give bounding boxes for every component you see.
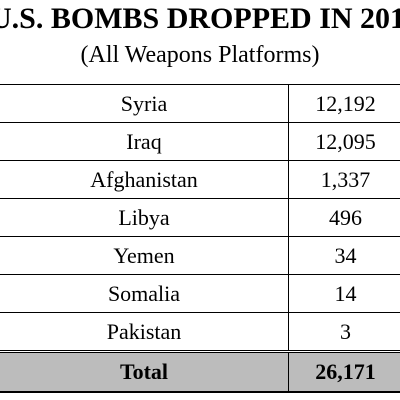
count-cell: 3 [288,312,400,352]
document-title: U.S. BOMBS DROPPED IN 2016 [0,2,400,35]
count-cell: 12,095 [288,122,400,161]
country-cell: Libya [0,198,289,237]
table-row: Yemen 34 [0,236,400,275]
table-row: Afghanistan 1,337 [0,160,400,199]
country-cell: Iraq [0,122,289,161]
total-row: Total 26,171 [0,350,400,393]
total-count-cell: 26,171 [288,350,400,393]
country-cell: Yemen [0,236,289,275]
table-row: Somalia 14 [0,274,400,313]
country-cell: Pakistan [0,312,289,352]
country-cell: Afghanistan [0,160,289,199]
table-row: Pakistan 3 [0,312,400,352]
count-cell: 12,192 [288,84,400,123]
country-cell: Syria [0,84,289,123]
table-row: Syria 12,192 [0,84,400,123]
country-cell: Somalia [0,274,289,313]
bombs-table: Syria 12,192 Iraq 12,095 Afghanistan 1,3… [0,84,400,393]
total-label-cell: Total [0,350,289,393]
count-cell: 496 [288,198,400,237]
count-cell: 14 [288,274,400,313]
count-cell: 34 [288,236,400,275]
count-cell: 1,337 [288,160,400,199]
table-row: Iraq 12,095 [0,122,400,161]
document-subtitle: (All Weapons Platforms) [80,42,320,68]
table-row: Libya 496 [0,198,400,237]
